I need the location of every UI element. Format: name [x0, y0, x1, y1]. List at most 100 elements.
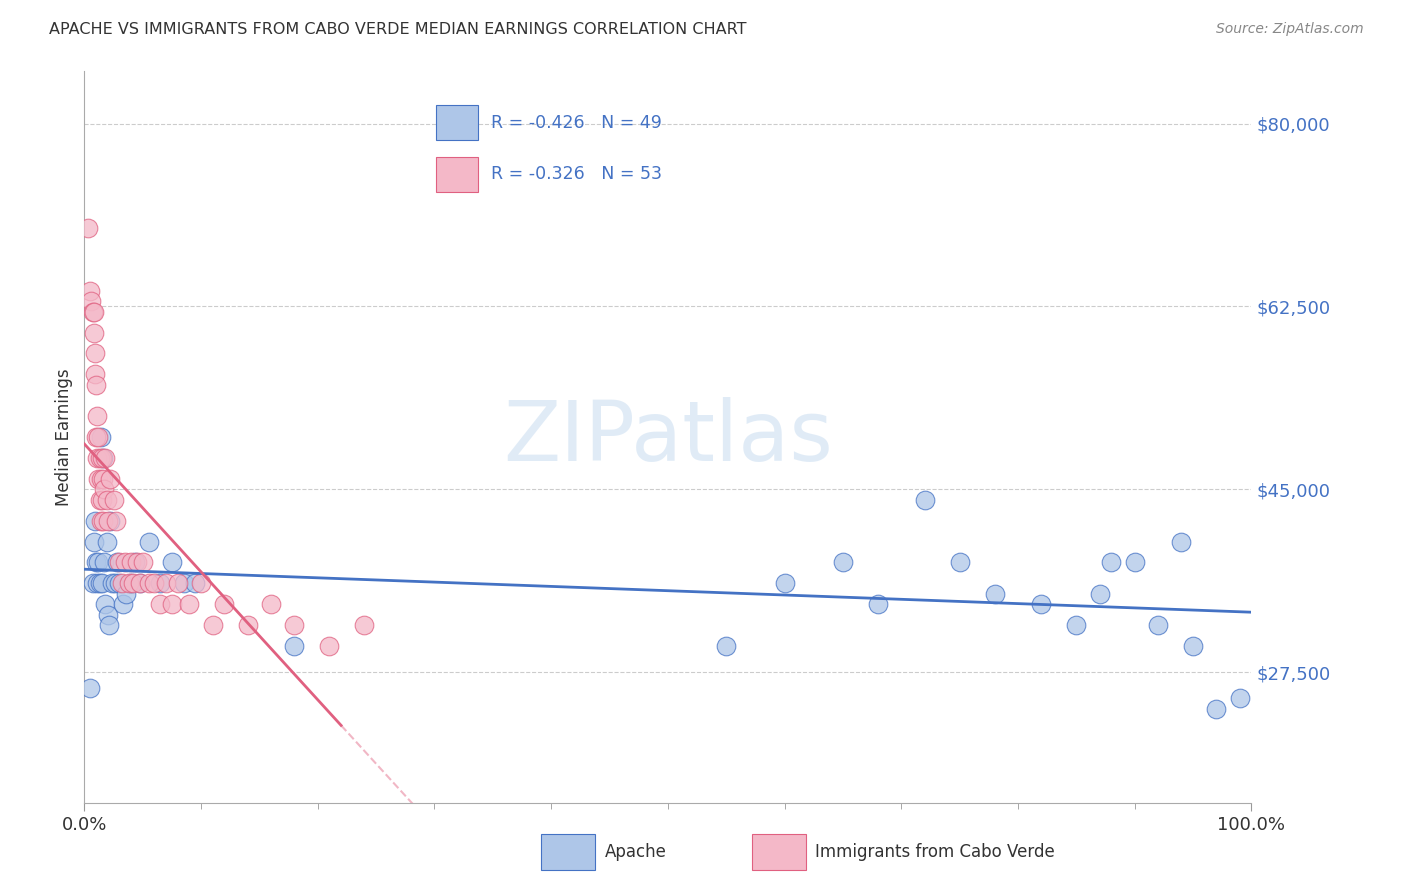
Point	[260, 597, 283, 611]
Point	[179, 597, 201, 611]
Point	[93, 483, 115, 497]
Point	[79, 284, 101, 298]
Point	[1147, 618, 1170, 632]
Point	[104, 576, 127, 591]
Point	[96, 492, 118, 507]
Point	[1181, 639, 1204, 653]
Point	[104, 514, 127, 528]
Point	[1088, 587, 1111, 601]
Point	[1205, 702, 1227, 716]
Point	[716, 639, 738, 653]
Point	[125, 556, 148, 570]
Point	[79, 681, 101, 695]
Point	[76, 221, 98, 235]
Point	[87, 472, 110, 486]
Point	[97, 514, 120, 528]
Text: Immigrants from Cabo Verde: Immigrants from Cabo Verde	[815, 843, 1056, 861]
Point	[83, 534, 105, 549]
Point	[90, 472, 112, 486]
Point	[93, 556, 115, 570]
Point	[166, 576, 188, 591]
Point	[83, 346, 105, 360]
Point	[353, 618, 375, 632]
Point	[86, 450, 108, 465]
Point	[1229, 691, 1251, 706]
Point	[89, 576, 111, 591]
Point	[132, 556, 155, 570]
Point	[90, 450, 112, 465]
Point	[129, 576, 152, 591]
Point	[84, 430, 107, 444]
Point	[83, 368, 105, 382]
Point	[832, 556, 855, 570]
Point	[83, 304, 105, 318]
Text: APACHE VS IMMIGRANTS FROM CABO VERDE MEDIAN EARNINGS CORRELATION CHART: APACHE VS IMMIGRANTS FROM CABO VERDE MED…	[49, 22, 747, 37]
Point	[115, 587, 138, 601]
Point	[124, 556, 146, 570]
Point	[84, 377, 107, 392]
Point	[91, 514, 114, 528]
Point	[90, 430, 112, 444]
Point	[914, 492, 936, 507]
Point	[111, 597, 134, 611]
Point	[90, 492, 112, 507]
Point	[80, 294, 103, 309]
Point	[160, 556, 183, 570]
Point	[108, 556, 131, 570]
Point	[97, 607, 120, 622]
Point	[91, 472, 114, 486]
Point	[90, 514, 112, 528]
Point	[84, 556, 107, 570]
Y-axis label: Median Earnings: Median Earnings	[55, 368, 73, 506]
Point	[87, 556, 110, 570]
Point	[94, 597, 117, 611]
Point	[90, 576, 112, 591]
Point	[86, 409, 108, 424]
Point	[155, 576, 177, 591]
Text: Source: ZipAtlas.com: Source: ZipAtlas.com	[1216, 22, 1364, 37]
Point	[98, 472, 121, 486]
Point	[1123, 556, 1146, 570]
Point	[190, 576, 212, 591]
Point	[103, 492, 125, 507]
Point	[94, 450, 117, 465]
Text: Apache: Apache	[605, 843, 666, 861]
Point	[122, 576, 145, 591]
Point	[184, 576, 207, 591]
Point	[111, 576, 134, 591]
Point	[108, 576, 131, 591]
Point	[138, 576, 160, 591]
Point	[1066, 618, 1088, 632]
Point	[82, 576, 104, 591]
Point	[1170, 534, 1192, 549]
Point	[318, 639, 340, 653]
Point	[149, 576, 172, 591]
Point	[173, 576, 195, 591]
Point	[138, 534, 160, 549]
Point	[129, 576, 152, 591]
Point	[82, 304, 104, 318]
Point	[1031, 597, 1053, 611]
Point	[283, 618, 305, 632]
Point	[87, 430, 110, 444]
Point	[105, 556, 128, 570]
Point	[91, 450, 114, 465]
Point	[160, 597, 183, 611]
Point	[283, 639, 305, 653]
Point	[96, 534, 118, 549]
Point	[149, 597, 172, 611]
Point	[83, 326, 105, 340]
Point	[143, 576, 166, 591]
Point	[118, 576, 141, 591]
Point	[214, 597, 236, 611]
Point	[114, 556, 136, 570]
Point	[101, 576, 124, 591]
Point	[86, 576, 108, 591]
Point	[97, 618, 120, 632]
Point	[866, 597, 889, 611]
Point	[83, 514, 105, 528]
Point	[201, 618, 224, 632]
Text: ZIPatlas: ZIPatlas	[503, 397, 832, 477]
Point	[98, 514, 121, 528]
Point	[949, 556, 972, 570]
